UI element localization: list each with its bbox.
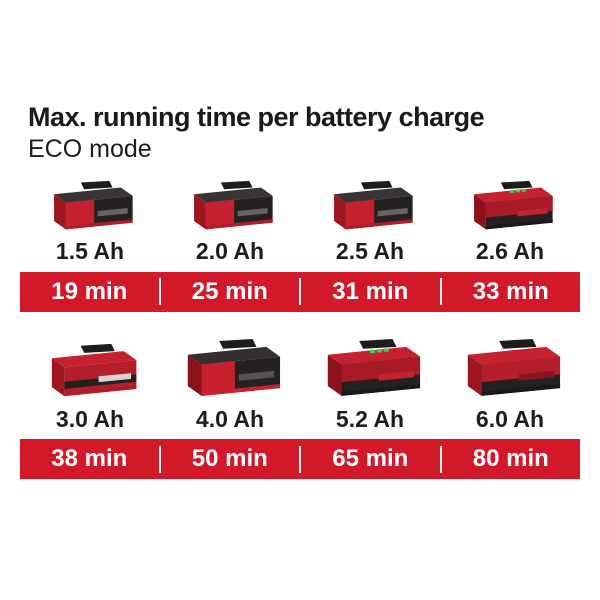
runtime-value: 50 min — [191, 445, 268, 473]
battery-1-5ah-icon — [44, 180, 136, 234]
battery-card: 6.0 Ah — [440, 335, 580, 432]
battery-card: 2.6 Ah — [440, 173, 580, 264]
battery-2-0ah-icon — [184, 180, 276, 234]
battery-card: 2.5 Ah — [300, 173, 440, 264]
battery-capacity-label: 1.5 Ah — [55, 238, 125, 265]
battery-capacity-label: 2.0 Ah — [195, 238, 265, 265]
battery-row-2: 3.0 Ah 4.0 Ah 5.2 Ah 6.0 Ah — [20, 335, 580, 432]
header: Max. running time per battery charge ECO… — [0, 0, 600, 164]
runtime-value: 25 min — [191, 277, 268, 305]
battery-row-1: 1.5 Ah 2.0 Ah 2.5 Ah 2.6 Ah — [20, 173, 580, 264]
battery-capacity-label: 5.2 Ah — [335, 405, 405, 432]
battery-card: 3.0 Ah — [20, 335, 160, 432]
battery-capacity-label: 6.0 Ah — [475, 405, 545, 432]
battery-2-5ah-icon — [324, 180, 416, 234]
battery-6-0ah-icon — [456, 338, 564, 401]
runtime-banner-1: 19 min 25 min 31 min 33 min — [20, 271, 580, 312]
runtime-value: 19 min — [51, 277, 128, 305]
runtime-value: 65 min — [332, 445, 409, 473]
page-title: Max. running time per battery charge — [28, 102, 485, 132]
runtime-value: 31 min — [332, 277, 409, 305]
battery-card: 5.2 Ah — [300, 335, 440, 432]
banner-divider — [299, 445, 301, 473]
battery-image — [44, 173, 136, 233]
battery-card: 4.0 Ah — [160, 335, 300, 432]
battery-5-2ah-icon — [316, 338, 424, 401]
runtime-value: 33 min — [472, 277, 549, 305]
battery-image — [456, 335, 564, 401]
runtime-value: 80 min — [472, 445, 549, 473]
battery-image — [176, 335, 284, 401]
battery-3-0ah-icon — [41, 343, 140, 401]
banner-divider — [299, 278, 301, 306]
battery-capacity-label: 3.0 Ah — [55, 405, 125, 432]
battery-image — [464, 173, 556, 233]
runtime-value: 38 min — [51, 445, 128, 473]
banner-divider — [158, 445, 161, 473]
battery-capacity-label: 4.0 Ah — [195, 405, 265, 432]
banner-divider — [158, 278, 161, 306]
banner-divider — [439, 278, 442, 306]
battery-capacity-label: 2.6 Ah — [475, 238, 545, 265]
banner-divider — [439, 445, 442, 473]
runtime-banner-2: 38 min 50 min 65 min 80 min — [20, 439, 580, 480]
battery-capacity-label: 2.5 Ah — [335, 238, 405, 265]
battery-card: 2.0 Ah — [160, 173, 300, 264]
battery-2-6ah-icon — [464, 180, 556, 234]
battery-image — [184, 173, 276, 233]
battery-card: 1.5 Ah — [20, 173, 160, 264]
content: 1.5 Ah 2.0 Ah 2.5 Ah 2.6 Ah — [0, 173, 600, 480]
page-subtitle: ECO mode — [28, 135, 152, 164]
battery-image — [316, 335, 424, 401]
battery-image — [41, 335, 140, 401]
battery-4-0ah-icon — [176, 338, 284, 401]
battery-image — [324, 173, 416, 233]
